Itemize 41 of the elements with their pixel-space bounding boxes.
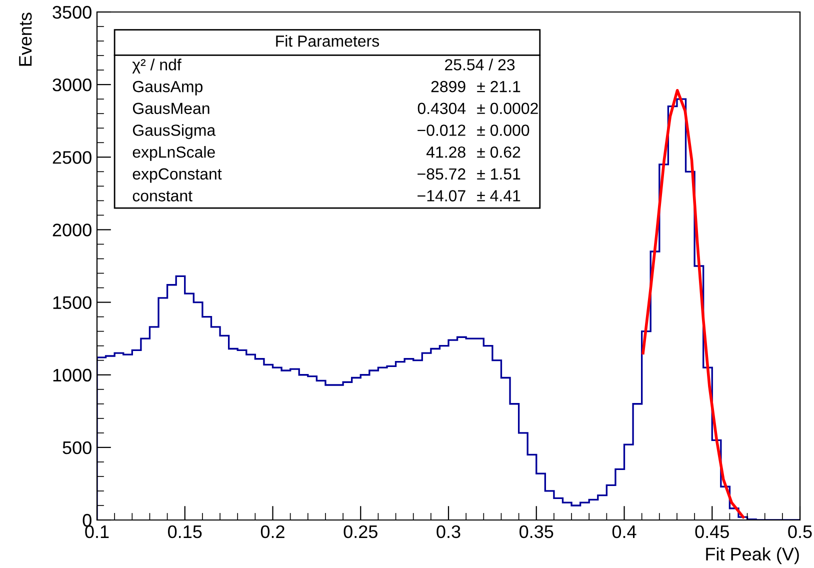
y-tick-label: 3500 (52, 6, 92, 19)
annotation: ± 0.000 (477, 124, 530, 136)
annotation: ± 4.41 (477, 190, 520, 202)
y-tick-label: 2500 (52, 151, 92, 164)
x-tick-label: 0.3 (436, 525, 460, 538)
x-tick-label: 0.45 (695, 525, 729, 538)
x-tick-label: 0.35 (520, 525, 554, 538)
annotation: expConstant (132, 168, 222, 183)
annotation: 25.54 / 23 (445, 58, 515, 70)
line-series (642, 88, 745, 518)
annotation: ± 0.62 (477, 146, 520, 158)
annotation: ± 21.1 (477, 80, 520, 92)
annotation: −0.012 (418, 124, 466, 136)
annotation: 41.28 (426, 146, 466, 158)
annotation: expLnScale (132, 146, 215, 161)
x-tick-label: 0.25 (344, 525, 378, 538)
y-tick-label: 2000 (52, 224, 92, 236)
y-tick-label: 3000 (52, 78, 92, 92)
annotation: ± 0.0002 (477, 102, 538, 114)
x-tick-label: 0.1 (85, 525, 109, 538)
x-tick-label: 0.15 (168, 525, 202, 538)
x-tick-label: 0.4 (612, 525, 636, 538)
annotation: χ² / ndf (132, 58, 182, 74)
annotation: GausMean (132, 102, 210, 114)
annotation: GausAmp (132, 80, 202, 96)
y-tick-label: 500 (62, 441, 92, 454)
annotation: 2899 (431, 80, 466, 92)
y-tick-label: 0 (82, 514, 92, 527)
x-axis-title: Fit Peak (V) (706, 547, 799, 564)
annotation: Fit Parameters (276, 35, 380, 47)
y-tick-label: 1500 (53, 296, 92, 310)
annotation: constant (132, 190, 192, 202)
x-tick-label: 0.2 (260, 525, 284, 538)
annotation: GausSigma (132, 124, 216, 140)
y-axis-title: Events (19, 12, 32, 66)
annotation: 0.4304 (418, 102, 466, 114)
y-tick-label: 1000 (53, 368, 92, 382)
annotation: ± 1.51 (477, 168, 520, 180)
x-tick-label: 0.5 (788, 525, 812, 538)
annotation: −85.72 (418, 168, 466, 180)
annotation: −14.07 (418, 190, 466, 202)
